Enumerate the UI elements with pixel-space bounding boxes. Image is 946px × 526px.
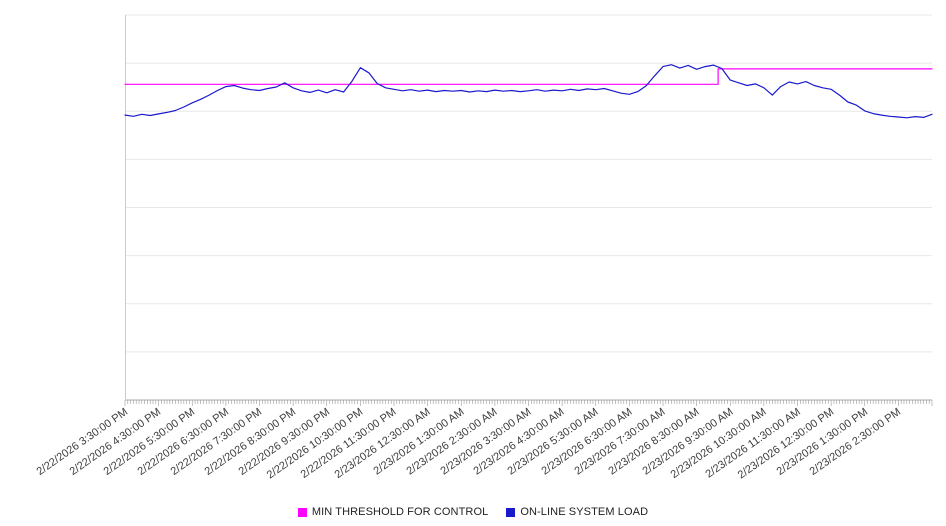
legend-item-system-load: ON-LINE SYSTEM LOAD	[506, 506, 648, 518]
legend-label-system-load: ON-LINE SYSTEM LOAD	[520, 506, 649, 518]
chart-plot-area	[124, 14, 933, 406]
system-load-swatch	[506, 507, 516, 517]
legend: MIN THRESHOLD FOR CONTROL ON-LINE SYSTEM…	[0, 506, 946, 518]
x-axis-ticks	[124, 400, 933, 406]
legend-label-min-threshold: MIN THRESHOLD FOR CONTROL	[311, 506, 489, 518]
min-threshold-swatch	[297, 507, 307, 517]
min-threshold-line	[124, 68, 933, 85]
system-load-line	[124, 64, 933, 119]
legend-item-min-threshold: MIN THRESHOLD FOR CONTROL	[297, 506, 489, 518]
